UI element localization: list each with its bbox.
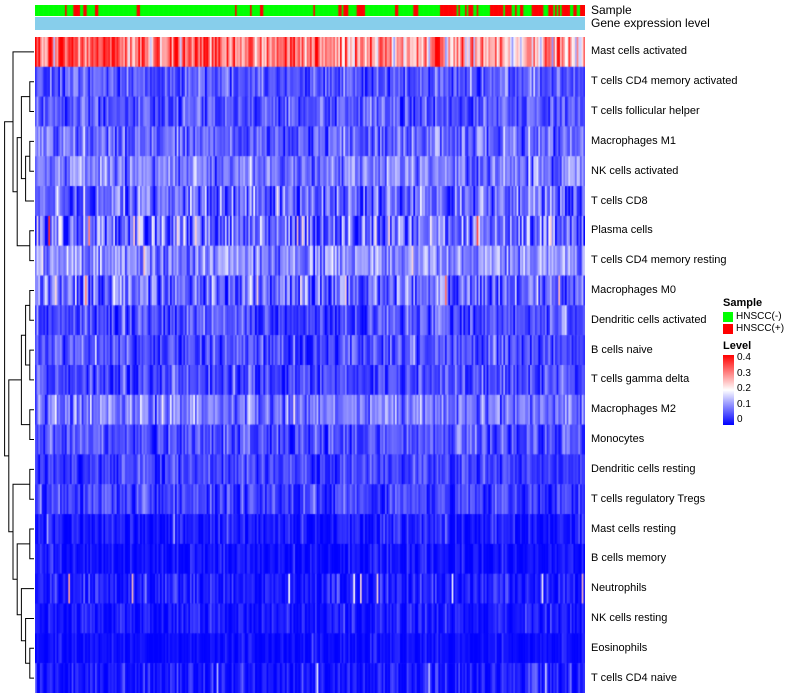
row-label: Dendritic cells activated	[591, 313, 707, 326]
row-label: Macrophages M2	[591, 403, 676, 416]
legend: Sample HNSCC(-) HNSCC(+) Level 0.4 0.3 0.2 0…	[723, 297, 799, 425]
row-label: NK cells resting	[591, 611, 668, 624]
sample-annotation-bar	[35, 5, 585, 16]
legend-item-label: HNSCC(+)	[736, 323, 785, 334]
row-label: Dendritic cells resting	[591, 462, 696, 475]
row-label: T cells regulatory Tregs	[591, 492, 706, 505]
row-label: Mast cells resting	[591, 522, 676, 535]
heatmap-canvas	[35, 37, 585, 693]
level-tick: 0.3	[737, 367, 751, 379]
row-label: B cells memory	[591, 552, 667, 565]
level-scale: 0.4 0.3 0.2 0.1 0	[723, 353, 799, 425]
legend-item: HNSCC(+)	[723, 323, 799, 334]
level-tick: 0	[737, 414, 743, 425]
sample-annotation-label: Sample	[591, 3, 632, 17]
row-label: T cells CD4 memory resting	[591, 254, 727, 267]
legend-sample-items: HNSCC(-) HNSCC(+)	[723, 311, 799, 334]
legend-sample-title: Sample	[723, 297, 763, 309]
row-label: T cells CD8	[591, 194, 648, 207]
row-label: Macrophages M1	[591, 134, 676, 147]
gene-expression-bar	[35, 17, 585, 30]
row-label: NK cells activated	[591, 164, 679, 177]
legend-item: HNSCC(-)	[723, 311, 799, 322]
legend-swatch	[723, 311, 733, 322]
row-label: T cells gamma delta	[591, 373, 690, 386]
dendrogram-path	[4, 51, 34, 679]
row-label: Macrophages M0	[591, 283, 676, 296]
legend-level-title: Level	[723, 340, 752, 352]
row-label: Plasma cells	[591, 224, 653, 237]
level-ticks: 0.4 0.3 0.2 0.1 0	[737, 353, 751, 425]
level-tick: 0.4	[737, 352, 751, 363]
legend-item-label: HNSCC(-)	[736, 311, 782, 322]
row-label: T cells follicular helper	[591, 105, 700, 118]
level-gradient	[723, 355, 734, 425]
legend-swatch	[723, 323, 733, 334]
gene-expression-label: Gene expression level	[591, 16, 710, 30]
row-label: Neutrophils	[591, 582, 647, 595]
row-dendrogram	[4, 51, 34, 679]
row-label: Eosinophils	[591, 641, 648, 654]
row-label: Monocytes	[591, 433, 645, 446]
row-label: B cells naive	[591, 343, 653, 356]
row-label: Mast cells activated	[591, 45, 687, 58]
level-tick: 0.1	[737, 398, 751, 410]
level-tick: 0.2	[737, 383, 751, 394]
row-label: T cells CD4 naive	[591, 671, 677, 684]
row-label: T cells CD4 memory activated	[591, 75, 738, 88]
